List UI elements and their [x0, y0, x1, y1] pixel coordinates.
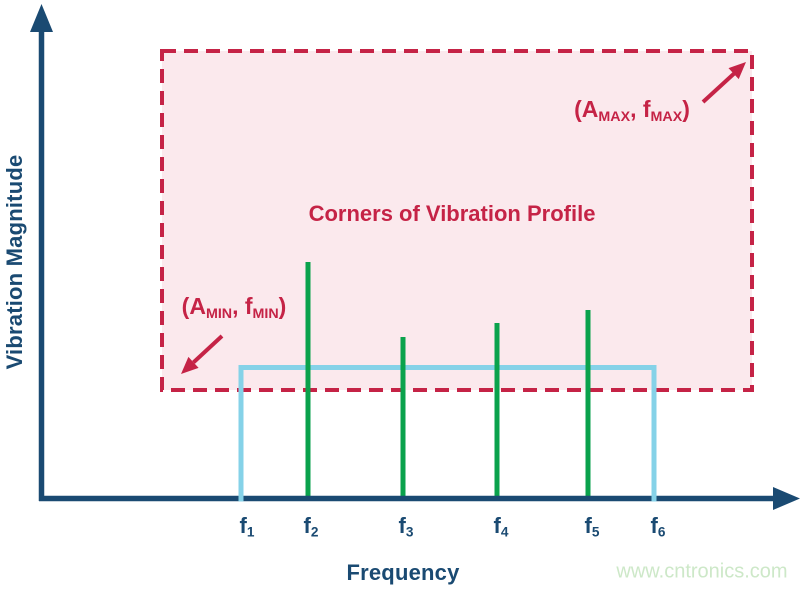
tick-f6-sub: 6 [657, 524, 666, 540]
x-tick-label-f6: f6 [650, 512, 666, 540]
tick-f4-main: f [493, 512, 501, 538]
min-corner-label-sub1: MIN [205, 305, 233, 322]
tick-f5-main: f [584, 512, 592, 538]
tick-f1-sub: 1 [246, 524, 255, 540]
x-tick-label-f2: f2 [303, 512, 319, 540]
tick-f6-main: f [650, 512, 658, 538]
min-corner-label-text3: ) [278, 292, 287, 319]
tick-f1-main: f [239, 512, 247, 538]
max-corner-label-sub2: MAX [650, 108, 683, 125]
max-corner-label-sub1: MAX [598, 108, 631, 125]
x-tick-label-f1: f1 [239, 512, 255, 540]
max-corner-label: (AMAX, fMAX) [574, 95, 690, 125]
max-corner-label-text2: , f [630, 95, 651, 122]
tick-f5-sub: 5 [591, 524, 600, 540]
tick-f4-sub: 4 [500, 524, 509, 540]
min-corner-label-text: (A [181, 292, 206, 319]
max-corner-arrow-icon [701, 62, 746, 104]
min-corner-arrow-icon [181, 334, 224, 374]
min-corner-label: (AMIN, fMIN) [181, 292, 287, 322]
max-corner-label-text: (A [574, 95, 599, 122]
x-axis-arrow-icon [773, 487, 800, 510]
x-axis-label: Frequency [346, 560, 460, 585]
tick-f3-sub: 3 [405, 524, 414, 540]
vibration-profile-corners-box [160, 49, 754, 392]
x-tick-label-f5: f5 [584, 512, 600, 540]
tick-f2-sub: 2 [310, 524, 319, 540]
y-axis-arrow-icon [30, 4, 53, 32]
watermark: www.cntronics.com [616, 560, 788, 583]
profile-box-title: Corners of Vibration Profile [308, 201, 596, 226]
min-corner-label-sub2: MIN [252, 305, 279, 322]
tick-f2-main: f [303, 512, 311, 538]
y-axis-label: Vibration Magnitude [2, 154, 27, 370]
x-tick-label-f3: f3 [398, 512, 414, 540]
max-corner-label-text3: ) [682, 95, 690, 122]
tick-f3-main: f [398, 512, 406, 538]
min-corner-label-text2: , f [232, 292, 253, 319]
x-tick-label-f4: f4 [493, 512, 509, 540]
